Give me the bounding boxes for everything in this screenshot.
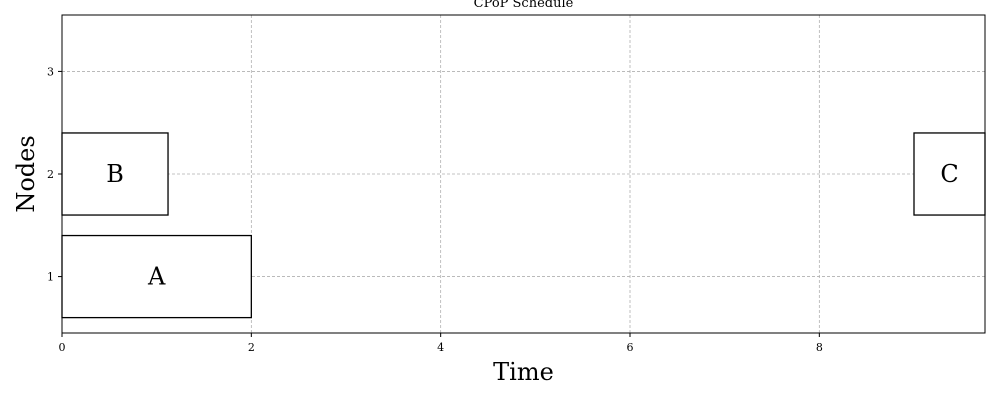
task-bars: A B C [61, 132, 986, 319]
axis-ticks: 0 2 4 6 8 1 2 3 [47, 65, 823, 354]
y-axis-label: Nodes [12, 135, 40, 212]
x-axis-label: Time [493, 358, 554, 386]
task-label-a: A [147, 263, 166, 291]
y-tick-label: 2 [47, 168, 54, 181]
task-label-b: B [106, 160, 124, 188]
x-tick-label: 8 [816, 341, 823, 354]
task-label-c: C [940, 160, 958, 188]
y-tick-label: 3 [47, 65, 54, 78]
task-bar-a [61, 234, 252, 319]
task-bar-b [61, 132, 169, 216]
chart-title: CPoP Schedule [474, 0, 574, 11]
x-tick-label: 2 [248, 341, 255, 354]
x-tick-label: 0 [59, 341, 66, 354]
x-tick-label: 4 [437, 341, 444, 354]
x-tick-label: 6 [627, 341, 634, 354]
y-tick-label: 1 [47, 271, 54, 284]
